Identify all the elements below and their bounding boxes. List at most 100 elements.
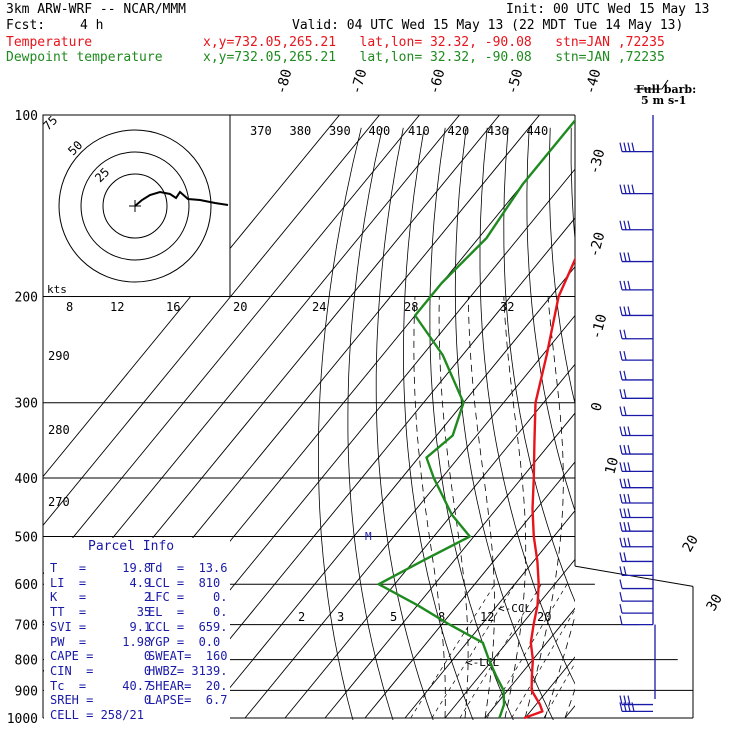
valid-time: Valid: 04 UTC Wed 15 May 13 (22 MDT Tue … <box>292 18 684 33</box>
dry-adiabat-line <box>718 128 740 731</box>
wind-barb-flag <box>627 702 631 712</box>
theta-label: 420 <box>448 124 470 138</box>
temperature-legend: Temperature <box>6 35 93 50</box>
wind-barb-flag <box>619 591 623 602</box>
hodo-speed-label: 8 <box>66 300 73 314</box>
parcel-row-4-right: CCL = 659. <box>148 619 228 634</box>
wind-barb-flag <box>631 702 635 712</box>
wind-barb-flag <box>627 522 631 532</box>
hodo-speed-label: 12 <box>110 300 124 314</box>
wind-barb-flag <box>623 306 627 316</box>
theta-label: 380 <box>290 124 312 138</box>
theta-label: 370 <box>250 124 272 138</box>
wind-barb-flag <box>623 220 627 230</box>
parcel-row-6: CAPE = 0 <box>50 649 152 664</box>
wind-barb <box>619 615 653 626</box>
frame-diagonal <box>574 565 694 587</box>
wind-barb-flag <box>623 444 627 455</box>
wind-barb <box>619 702 653 713</box>
wind-barb-flag <box>627 493 631 504</box>
parcel-row-2: K = 2 <box>50 590 152 605</box>
wind-barb-flag <box>623 566 627 576</box>
pressure-label-600: 600 <box>15 578 38 593</box>
wind-barb-flag <box>619 220 623 230</box>
isotherm-label: -70 <box>348 67 370 96</box>
isotherm-label: -80 <box>273 67 295 96</box>
wind-barb-flag <box>619 462 623 472</box>
isotherm-line <box>244 314 575 719</box>
wind-barb-flag <box>623 702 627 712</box>
wind-barb-flag <box>623 252 627 262</box>
parcel-row-1: LI = 4.9 <box>50 575 152 590</box>
wind-barb-flag <box>623 426 627 436</box>
parcel-row-3: TT = 35 <box>50 605 152 620</box>
wind-barb <box>619 603 653 614</box>
parcel-row-3-right: EL = 0. <box>148 605 228 620</box>
isotherm-label: -30 <box>586 147 608 176</box>
wind-barb-flag <box>623 695 627 705</box>
isotherm-line <box>164 217 575 719</box>
wind-barb <box>619 351 653 361</box>
wind-barb-flag <box>619 702 623 712</box>
moist-adiabat-line <box>585 297 727 719</box>
theta-axis-label: 290 <box>48 349 70 363</box>
isotherm-label: 10 <box>602 456 622 476</box>
wind-barb <box>619 329 653 340</box>
dry-adiabat-line <box>655 128 740 731</box>
isotherm-label: -20 <box>586 230 608 259</box>
isotherm-line <box>204 266 575 719</box>
wind-barb-flag <box>631 184 635 194</box>
hodograph-ring <box>80 151 190 261</box>
theta-label: 410 <box>408 124 430 138</box>
wind-barb-flag <box>631 142 635 152</box>
mixing-ratio-label: 20 <box>537 610 551 624</box>
wind-barb-flag <box>623 329 627 339</box>
wind-barb-flag <box>619 537 623 547</box>
wind-barb-flag <box>627 142 631 152</box>
barb-legend-line1: Full barb: <box>636 83 696 96</box>
wind-barb-flag <box>619 579 623 589</box>
wind-barb-flag <box>619 493 623 504</box>
wind-barb-flag <box>623 537 627 547</box>
wind-barb <box>619 252 653 263</box>
parcel-row-9-right: LAPSE= 6.7 <box>148 693 228 708</box>
dry-adiabat-line <box>526 127 575 513</box>
temperature-location: x,y=732.05,265.21 lat,lon= 32.32, -90.08… <box>203 35 665 50</box>
wind-barb-flag <box>623 184 627 194</box>
isotherm-label: -40 <box>582 67 604 96</box>
pressure-label-700: 700 <box>15 619 38 634</box>
wind-barb <box>619 493 653 504</box>
wind-barb-flag <box>623 493 627 504</box>
isotherm-label: -60 <box>426 67 448 96</box>
isotherm-label: 30 <box>704 591 726 614</box>
wind-barb-flag <box>619 522 623 532</box>
wind-barb-flag <box>619 184 623 194</box>
dry-adiabat-line <box>317 127 362 720</box>
wind-barb-flag <box>619 478 623 488</box>
isotherm-line <box>605 115 740 718</box>
dry-adiabat-line <box>676 128 740 731</box>
wind-barb-flag <box>623 462 627 472</box>
dry-adiabat-line <box>403 127 474 720</box>
parcel-info-panel: Parcel Info T = 19.8 Td = 13.6 LI = 4.9 LCL… <box>44 538 230 728</box>
pressure-label-300: 300 <box>15 397 38 412</box>
wind-barb <box>619 537 653 548</box>
wind-barb <box>619 478 653 489</box>
wind-barb-flag <box>623 478 627 488</box>
wind-barb <box>619 280 653 291</box>
wind-barb <box>619 462 653 473</box>
hodograph-trace <box>134 190 229 207</box>
mixing-ratio-line <box>543 662 575 719</box>
wind-barb <box>619 406 653 417</box>
wind-barb-flag <box>619 406 623 416</box>
dewpoint-location: x,y=732.05,265.21 lat,lon= 32.32, -90.08… <box>203 50 665 65</box>
wind-barb-flag <box>627 426 631 436</box>
wind-barb-flag <box>623 280 627 291</box>
wind-barb <box>619 508 653 519</box>
theta-label: 390 <box>329 124 351 138</box>
wind-barb <box>619 591 653 602</box>
parcel-row-8-right: SHEAR= 20. <box>148 678 228 693</box>
wind-barb-flag <box>627 184 631 194</box>
dewpoint-legend: Dewpoint temperature <box>6 50 163 65</box>
hodograph-ring <box>102 173 168 239</box>
